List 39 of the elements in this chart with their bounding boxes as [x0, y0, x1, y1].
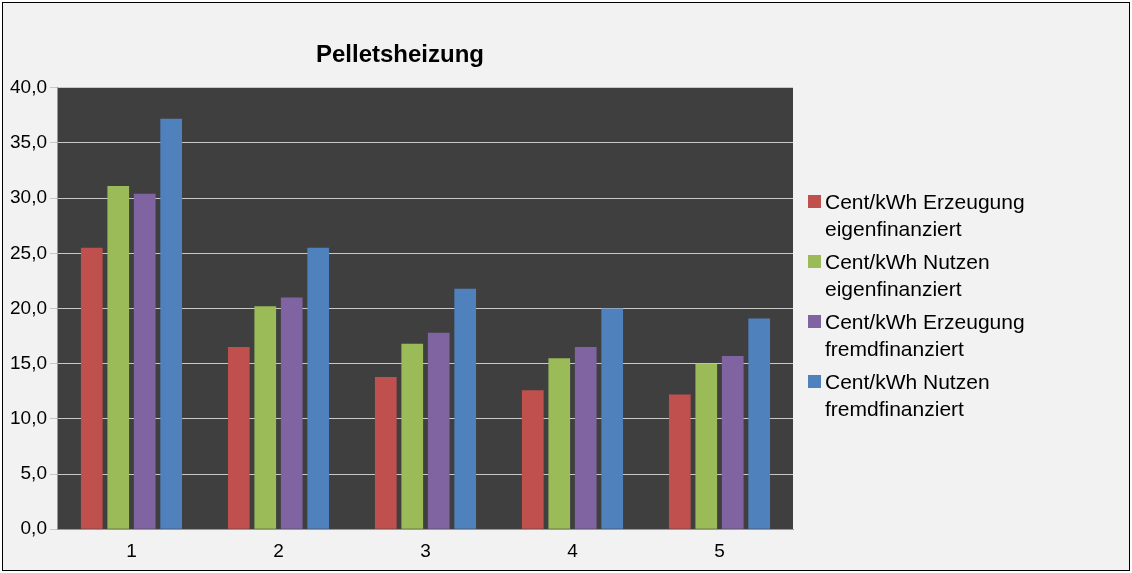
- x-tick-label: 3: [420, 539, 431, 561]
- bar: [254, 306, 277, 529]
- bar: [401, 343, 424, 529]
- x-tick-label: 5: [714, 539, 725, 561]
- y-tick-label: 10,0: [10, 407, 47, 429]
- y-tick-label: 25,0: [10, 241, 47, 263]
- bar: [668, 394, 691, 529]
- x-tick-label: 1: [126, 539, 137, 561]
- y-tick-label: 20,0: [10, 296, 47, 318]
- bar: [160, 118, 183, 529]
- bar: [374, 376, 397, 529]
- bar: [454, 288, 477, 529]
- legend-label: Cent/kWh Nutzen fremdfinanziert: [825, 369, 991, 422]
- chart-title: Pelletsheizung: [315, 40, 485, 68]
- legend-label: Cent/kWh Erzeugung fremdfinanziert: [825, 309, 1026, 362]
- y-tick-label: 40,0: [10, 76, 47, 98]
- legend-label: Cent/kWh Erzeugung eigenfinanziert: [825, 189, 1026, 242]
- bar: [307, 247, 330, 529]
- x-tick-label: 2: [273, 539, 284, 561]
- y-tick-label: 15,0: [10, 351, 47, 373]
- x-tick-label: 4: [567, 539, 579, 561]
- y-tick-label: 5,0: [20, 462, 47, 484]
- y-tick-label: 35,0: [10, 131, 47, 153]
- bar: [280, 297, 303, 529]
- bar: [695, 363, 718, 529]
- bar: [748, 318, 771, 529]
- bar: [227, 347, 250, 529]
- bar: [107, 186, 130, 529]
- y-tick-label: 0,0: [20, 517, 47, 539]
- bar: [521, 390, 544, 529]
- bar: [721, 355, 744, 529]
- bar: [548, 358, 571, 529]
- bar: [80, 247, 103, 529]
- y-tick-label: 30,0: [10, 186, 47, 208]
- legend-label: Cent/kWh Nutzen eigenfinanziert: [825, 249, 991, 302]
- bar: [601, 308, 624, 529]
- bar: [133, 193, 156, 529]
- bar: [574, 347, 597, 529]
- bar: [427, 332, 450, 529]
